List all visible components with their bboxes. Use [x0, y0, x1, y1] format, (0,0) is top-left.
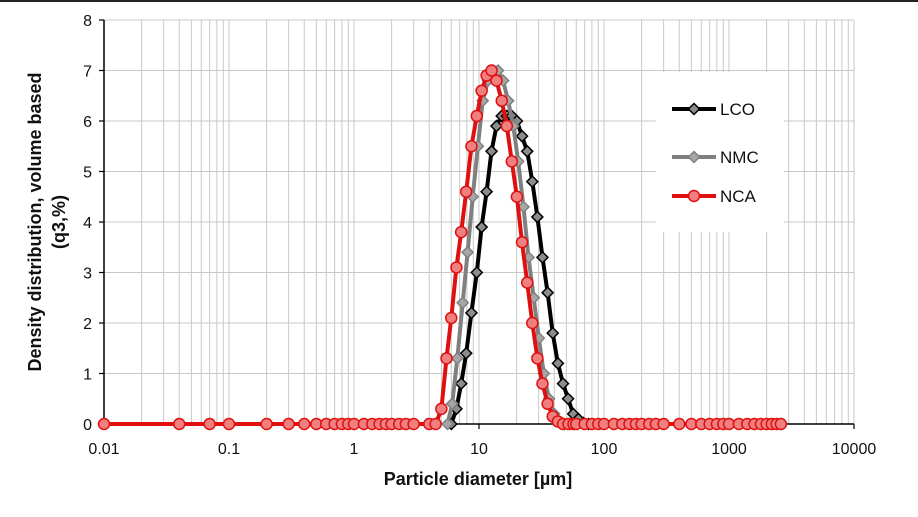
- data-point-lco: [556, 377, 570, 391]
- x-tick-label: 1: [350, 441, 359, 458]
- data-point-lco: [475, 220, 489, 234]
- x-tick-label: 10: [470, 441, 488, 458]
- data-point-nca: [657, 417, 670, 431]
- y-tick-label: 0: [83, 417, 92, 434]
- data-point-lco: [530, 210, 544, 224]
- x-tick-label: 0.01: [88, 441, 119, 458]
- x-tick-label: 0.1: [218, 441, 240, 458]
- data-point-lco: [551, 356, 565, 370]
- y-tick-label: 4: [83, 215, 92, 232]
- data-point-nca: [520, 276, 534, 289]
- data-point-nca: [526, 316, 539, 330]
- data-point-nca: [536, 377, 549, 390]
- data-point-nca: [531, 352, 544, 365]
- data-point-lco: [525, 175, 539, 189]
- y-tick-label: 8: [83, 13, 92, 30]
- x-tick-label: 1000: [711, 441, 747, 458]
- data-point-nca: [454, 225, 468, 239]
- data-point-nmc: [440, 417, 455, 431]
- data-point-nca: [298, 417, 311, 431]
- data-point-nmc: [456, 296, 470, 310]
- data-point-nca: [97, 417, 111, 431]
- top-border-line: [0, 0, 918, 2]
- data-point-lco: [484, 144, 499, 158]
- data-point-lco: [541, 286, 555, 300]
- data-point-nmc: [460, 245, 475, 259]
- legend-box: [656, 72, 784, 232]
- legend: LCO NMC NCA: [656, 72, 784, 232]
- data-point-nmc: [450, 351, 464, 365]
- data-point-nca: [465, 140, 478, 153]
- data-point-nca: [515, 235, 529, 249]
- data-point-nca: [459, 185, 473, 198]
- data-point-nca: [429, 417, 442, 431]
- data-point-nca: [475, 84, 488, 97]
- series-line-lco: [449, 114, 589, 426]
- legend-label-nmc: NMC: [720, 148, 759, 167]
- legend-label-nca: NCA: [720, 187, 757, 206]
- data-point-lco: [459, 346, 473, 360]
- data-point-nca: [485, 64, 498, 77]
- data-point-nca: [203, 417, 216, 431]
- data-point-nmc: [445, 397, 459, 411]
- data-point-nca: [774, 417, 788, 431]
- x-tick-label: 100: [591, 441, 618, 458]
- y-axis-label-line2: (q3,%): [49, 195, 69, 249]
- data-point-lco: [480, 185, 494, 199]
- data-point-lco: [520, 144, 534, 158]
- data-point-lco: [515, 129, 529, 143]
- series: [97, 63, 788, 431]
- y-tick-label: 3: [83, 266, 92, 283]
- data-point-nca: [222, 417, 236, 431]
- data-point-nca: [490, 74, 503, 87]
- data-point-nca: [260, 417, 273, 431]
- data-point-nca: [541, 397, 554, 411]
- data-point-nca: [435, 402, 448, 416]
- legend-label-lco: LCO: [720, 100, 755, 119]
- data-point-nmc: [516, 200, 531, 214]
- data-point-nca: [500, 119, 514, 133]
- y-tick-label: 1: [83, 367, 92, 384]
- y-tick-label: 6: [83, 114, 92, 131]
- data-point-nca: [450, 261, 463, 274]
- legend-marker-nmc: [687, 150, 701, 164]
- y-tick-label: 5: [83, 165, 92, 182]
- legend-marker-nca: [687, 189, 701, 203]
- data-point-lco: [561, 392, 575, 406]
- y-tick-label: 2: [83, 316, 92, 333]
- data-point-nca: [470, 109, 484, 123]
- data-point-nca: [673, 417, 686, 431]
- y-axis-label-line1: Density distribution, volume based: [25, 72, 45, 371]
- data-point-nca: [510, 190, 524, 203]
- y-tick-label: 7: [83, 64, 92, 81]
- data-point-lco: [470, 265, 484, 280]
- data-point-nca: [505, 155, 519, 168]
- data-point-nca: [495, 94, 508, 108]
- legend-marker-lco: [687, 102, 701, 116]
- data-point-lco: [464, 306, 479, 320]
- data-point-nca: [445, 311, 458, 325]
- data-point-lco: [535, 250, 550, 264]
- data-point-nca: [440, 352, 453, 365]
- data-point-lco: [546, 326, 560, 340]
- data-point-lco: [454, 377, 468, 391]
- data-point-nca: [407, 417, 420, 431]
- data-point-nca: [173, 417, 186, 431]
- x-tick-label: 10000: [832, 441, 877, 458]
- x-axis-label: Particle diameter [µm]: [384, 469, 572, 489]
- data-point-lco: [489, 119, 504, 133]
- data-point-nca: [282, 417, 295, 431]
